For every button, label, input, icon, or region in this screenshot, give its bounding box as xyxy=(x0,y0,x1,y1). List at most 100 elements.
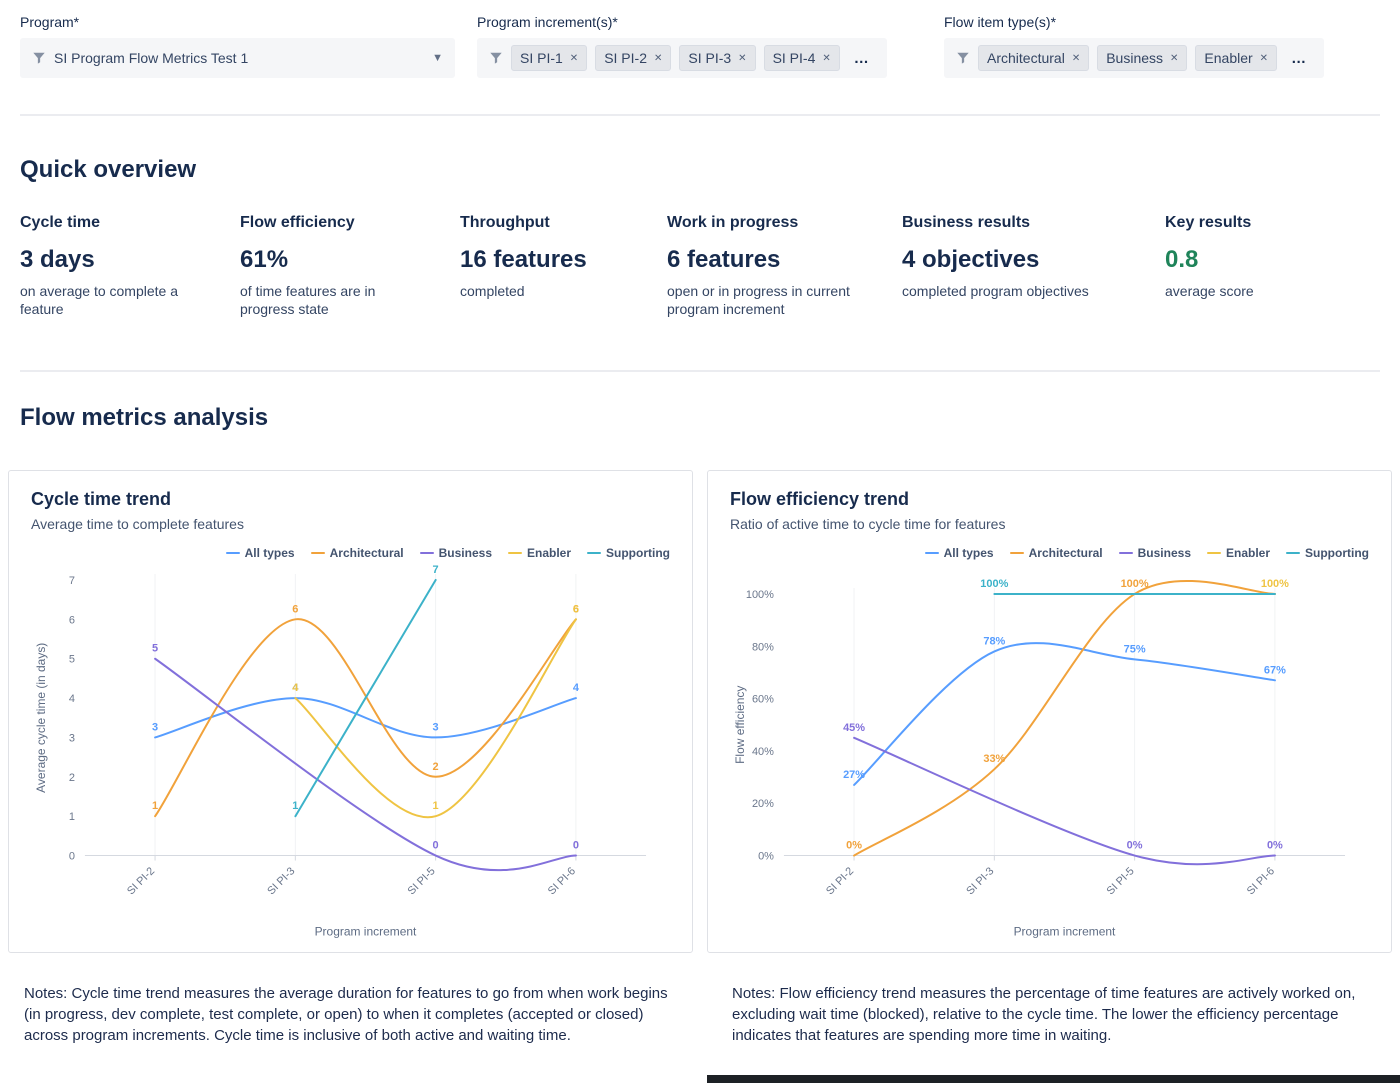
svg-text:Average cycle time (in days): Average cycle time (in days) xyxy=(34,643,48,793)
metric-flow-efficiency: Flow efficiency 61% of time features are i… xyxy=(240,214,460,318)
filters-row: Program* SI Program Flow Metrics Test 1 … xyxy=(20,14,1380,78)
svg-text:SI PI-2: SI PI-2 xyxy=(824,866,856,898)
svg-text:4: 4 xyxy=(292,682,299,694)
svg-text:SI PI-3: SI PI-3 xyxy=(964,866,996,898)
metric-title: Key results xyxy=(1165,214,1252,231)
remove-tag-icon[interactable]: ✕ xyxy=(569,52,579,64)
metric-throughput: Throughput 16 features completed xyxy=(460,214,667,318)
svg-text:4: 4 xyxy=(69,693,75,705)
svg-text:0%: 0% xyxy=(846,840,862,852)
svg-text:5: 5 xyxy=(69,654,75,666)
metric-value: 3 days xyxy=(20,246,95,273)
svg-text:3: 3 xyxy=(69,733,75,745)
program-filter-group: Program* SI Program Flow Metrics Test 1 … xyxy=(20,14,455,78)
chart-legend: All types Architectural Business Enabler Sup… xyxy=(730,546,1369,560)
svg-text:27%: 27% xyxy=(843,769,865,781)
program-increments-label: Program increment(s)* xyxy=(477,14,618,30)
svg-text:100%: 100% xyxy=(980,578,1008,590)
legend-marker xyxy=(310,552,325,555)
svg-text:7: 7 xyxy=(433,564,439,576)
remove-tag-icon[interactable]: ✕ xyxy=(822,52,831,64)
svg-text:SI PI-6: SI PI-6 xyxy=(1245,866,1277,898)
svg-text:3: 3 xyxy=(152,722,158,734)
flow-metrics-dashboard: Program* SI Program Flow Metrics Test 1 … xyxy=(8,14,1392,1046)
tag-label: SI PI-4 xyxy=(772,50,816,66)
chart-card-cycle-time-trend: Cycle time trend Average time to complete… xyxy=(8,470,693,953)
metric-value: 61% xyxy=(240,246,289,273)
tags-overflow-button[interactable]: … xyxy=(853,49,871,67)
chart-legend: All types Architectural Business Enabler Sup… xyxy=(31,546,670,560)
chart-plot-flow-efficiency-trend: 0% 20% 40% 60% 80% 100% SI PI-2 SI PI-3 SI PI-5 S… xyxy=(733,578,1346,939)
metric-title: Work in progress xyxy=(667,214,799,231)
svg-text:5: 5 xyxy=(152,643,158,655)
svg-text:0: 0 xyxy=(69,851,75,863)
chart-plot-cycle-time-trend: 0 1 2 3 4 5 6 7 SI PI-2 SI PI-3 SI PI-5 SI PI-6 Prog… xyxy=(34,564,647,939)
legend-marker xyxy=(508,552,522,555)
tag-label: SI PI-2 xyxy=(604,50,647,66)
chart-card-flow-efficiency-trend: Flow efficiency trend Ratio of active tim… xyxy=(707,470,1392,953)
program-increments-field[interactable]: SI PI-1 ✕ SI PI-2 ✕ SI PI-3 ✕ SI PI-4 ✕ … xyxy=(477,38,887,78)
program-select[interactable]: SI Program Flow Metrics Test 1 ▼ xyxy=(20,38,455,78)
legend-marker xyxy=(419,552,434,555)
metric-key-results: Key results 0.8 average score xyxy=(1165,214,1380,318)
tag-label: SI PI-1 xyxy=(520,50,563,66)
legend-label: Enabler xyxy=(1226,546,1271,561)
tag-label: SI PI-3 xyxy=(688,50,732,66)
section-divider xyxy=(20,114,1380,116)
filter-tag-si-pi-1: SI PI-1 ✕ xyxy=(511,45,588,71)
legend-item-enabler[interactable]: Enabler xyxy=(508,546,571,560)
svg-text:7: 7 xyxy=(69,575,75,587)
legend-item-architectural[interactable]: Architectural xyxy=(1009,546,1103,560)
legend-label: Business xyxy=(438,546,492,561)
bottom-panel-edge xyxy=(707,1075,1400,1083)
svg-text:100%: 100% xyxy=(746,589,774,601)
svg-text:6: 6 xyxy=(69,615,75,627)
remove-tag-icon[interactable]: ✕ xyxy=(653,52,663,64)
legend-marker xyxy=(225,552,240,555)
legend-item-all-types[interactable]: All types xyxy=(225,546,295,560)
legend-item-supporting[interactable]: Supporting xyxy=(587,546,670,560)
legend-item-business[interactable]: Business xyxy=(419,546,492,561)
chart-title: Cycle time trend xyxy=(31,489,172,510)
remove-tag-icon[interactable]: ✕ xyxy=(738,52,747,64)
tags-overflow-button[interactable]: … xyxy=(1291,49,1309,67)
svg-text:1: 1 xyxy=(292,801,298,813)
quick-overview-title: Quick overview xyxy=(20,156,197,183)
flow-efficiency-notes: Notes: Flow efficiency trend measures th… xyxy=(732,984,1356,1044)
legend-item-business[interactable]: Business xyxy=(1118,546,1191,560)
legend-item-all-types[interactable]: All types xyxy=(924,546,994,561)
metric-description: on average to complete a feature xyxy=(20,283,178,318)
remove-tag-icon[interactable]: ✕ xyxy=(1071,52,1081,64)
legend-item-supporting[interactable]: Supporting xyxy=(1286,546,1369,560)
remove-tag-icon[interactable]: ✕ xyxy=(1259,52,1269,64)
svg-text:60%: 60% xyxy=(752,694,774,706)
metric-title: Throughput xyxy=(460,214,550,231)
program-increment-tags: SI PI-1 ✕ SI PI-2 ✕ SI PI-3 ✕ SI PI-4 ✕ xyxy=(511,45,840,71)
filter-tag-si-pi-2: SI PI-2 ✕ xyxy=(595,45,672,71)
svg-text:45%: 45% xyxy=(843,722,865,734)
legend-label: Supporting xyxy=(606,546,670,561)
legend-label: All types xyxy=(943,546,994,561)
notes-row: Notes: Cycle time trend measures the ave… xyxy=(20,983,1380,1046)
svg-text:3: 3 xyxy=(433,722,439,734)
svg-text:33%: 33% xyxy=(983,754,1005,766)
svg-text:SI PI-3: SI PI-3 xyxy=(265,866,297,898)
flow-item-types-filter-group: Flow item type(s)* Architectural ✕ Busines… xyxy=(944,14,1380,78)
metric-description: average score xyxy=(1165,283,1254,299)
metric-description: open or in progress in current program i… xyxy=(667,283,850,318)
filter-tag-architectural: Architectural ✕ xyxy=(978,45,1090,71)
legend-item-architectural[interactable]: Architectural xyxy=(310,546,404,560)
legend-label: Supporting xyxy=(1305,546,1369,561)
program-filter-label: Program* xyxy=(20,14,80,30)
metric-description: completed program objectives xyxy=(902,283,1089,299)
flow-item-types-field[interactable]: Architectural ✕ Business ✕ Enabler ✕ … xyxy=(944,38,1325,78)
filter-funnel-icon xyxy=(32,51,46,65)
remove-tag-icon[interactable]: ✕ xyxy=(1170,52,1179,64)
flow-item-type-tags: Architectural ✕ Business ✕ Enabler ✕ xyxy=(978,45,1278,71)
legend-marker xyxy=(1207,552,1221,555)
metric-work-in-progress: Work in progress 6 features open or in pro… xyxy=(667,214,902,318)
svg-text:4: 4 xyxy=(573,682,580,694)
metric-value: 4 objectives xyxy=(902,246,1040,273)
legend-item-enabler[interactable]: Enabler xyxy=(1207,546,1270,560)
svg-text:1: 1 xyxy=(69,812,75,824)
